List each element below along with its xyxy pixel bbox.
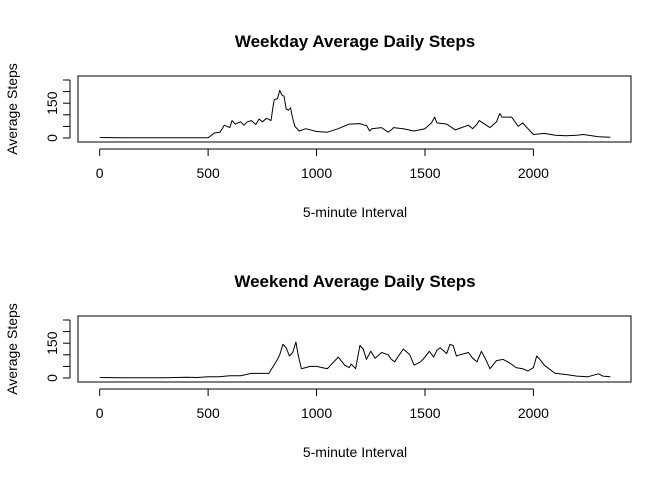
y-axis: 0 150	[44, 79, 71, 142]
x-tick-label: 0	[96, 405, 104, 421]
y-tick-label: 0	[44, 134, 60, 142]
x-tick-label: 0	[96, 165, 104, 181]
series-line-0	[99, 89, 611, 139]
y-tick-label: 150	[44, 331, 60, 355]
y-tick-label: 0	[44, 374, 60, 382]
x-tick-label: 500	[196, 405, 220, 421]
y-axis: 0 150	[44, 319, 71, 382]
x-axis: 0 500 1000 1500 2000	[96, 148, 549, 181]
x-tick-label: 2000	[518, 405, 549, 421]
x-tick-label: 1500	[409, 165, 440, 181]
panel-weekday: Weekday Average Daily Steps 0 500 1000 1500…	[4, 32, 632, 220]
x-tick-label: 1000	[301, 165, 332, 181]
panel-weekend: Weekend Average Daily Steps 0 500 1000 1500…	[4, 272, 632, 460]
x-axis-label: 5-minute Interval	[303, 444, 407, 460]
series-line-0	[99, 341, 611, 379]
plot-frame	[77, 75, 632, 143]
plot-frame	[77, 315, 632, 383]
x-axis-label: 5-minute Interval	[303, 204, 407, 220]
x-axis: 0 500 1000 1500 2000	[96, 388, 549, 421]
x-tick-label: 1500	[409, 405, 440, 421]
x-tick-label: 500	[196, 165, 220, 181]
series-line-group	[99, 89, 611, 139]
chart-title: Weekend Average Daily Steps	[234, 272, 475, 291]
y-tick-label: 150	[44, 91, 60, 115]
chart-title: Weekday Average Daily Steps	[235, 32, 475, 51]
y-axis-label: Average Steps	[4, 303, 20, 395]
y-axis-label: Average Steps	[4, 63, 20, 155]
x-tick-label: 2000	[518, 165, 549, 181]
x-tick-label: 1000	[301, 405, 332, 421]
series-line-group	[99, 341, 611, 379]
